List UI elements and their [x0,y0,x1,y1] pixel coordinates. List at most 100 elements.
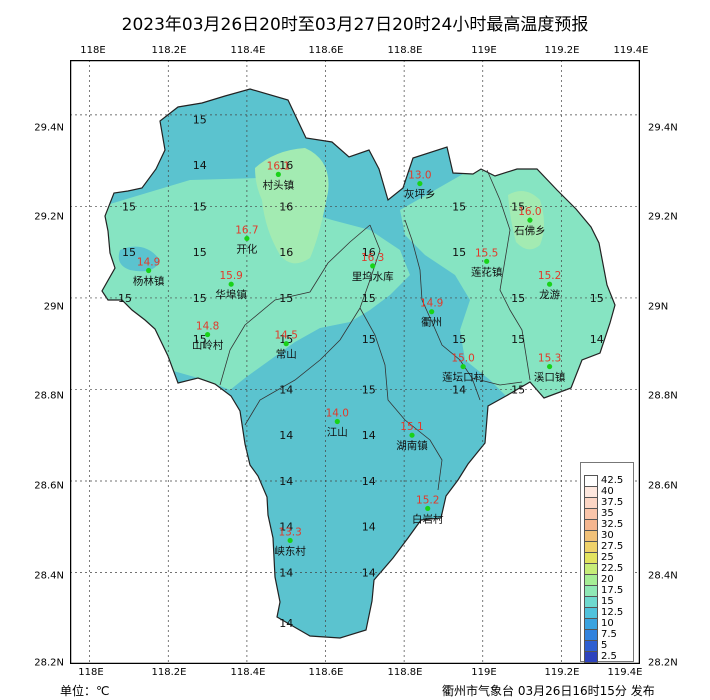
legend-label: 17.5 [601,585,624,596]
lon-tick-top: 118.2E [151,45,187,56]
lat-tick-right: 28.4N [648,570,678,582]
lat-tick-right: 29N [648,301,669,313]
isotherm-labels: 15 14 16 15 15 16 15 15 15 15 16 16 15 15 15 15 15 15 15 15… [118,113,604,629]
isotherm-label: 15 [118,292,132,305]
station-value: 14.9 [137,256,160,268]
boundary-longyou-south [471,377,523,386]
lon-tick-top: 119E [471,45,497,56]
station-marker [409,432,415,438]
legend-row: 20 [584,574,614,586]
station-name: 溪口镇 [534,371,566,384]
legend-label: 7.5 [601,629,617,640]
station-name: 里坞水库 [352,270,394,283]
temperature-zone-14-islet [118,246,160,272]
temperature-zone-16-east [508,191,544,250]
station-marker [204,331,211,338]
lat-tick-left: 29.4N [34,122,64,134]
station-value: 16.3 [361,252,384,264]
station-name: 山岭村 [192,339,224,352]
station-value: 15.5 [475,247,498,259]
isotherm-label: 14 [279,566,293,579]
isotherm-label: 14 [279,617,293,630]
lat-lon-grid [70,60,640,664]
lat-tick-right: 29.2N [648,211,678,223]
lat-tick-right: 28.6N [648,480,678,492]
lon-tick-top: 118.8E [387,45,423,56]
station-value: 14.8 [196,321,219,333]
lat-tick-left: 28.6N [34,480,64,492]
legend-label: 30 [601,530,614,541]
station-name: 莲坛口村 [442,371,484,384]
station-value: 15.1 [400,421,423,433]
station-value: 13.0 [408,170,431,182]
station-marker [370,263,376,269]
station-name: 衢州 [421,317,442,329]
station-marker [334,418,340,425]
station-marker [228,281,234,287]
station-name: 龙游 [539,288,561,301]
station-marker [546,363,553,370]
temperature-legend: 42.5 40 37.5 35 32.5 30 27.5 25 22.5 20 17.5 15 12.5… [580,462,634,663]
legend-label: 35 [601,508,614,519]
legend-row: 35 [584,508,614,520]
legend-label: 2.5 [601,651,617,662]
lon-tick-bottom: 118.8E [387,667,423,678]
isotherm-label: 16 [279,200,293,213]
legend-label: 5 [601,640,608,651]
isotherm-label: 15 [452,246,466,259]
station-marker [275,171,281,177]
legend-label: 27.5 [601,541,624,552]
isotherm-label: 16 [279,246,293,259]
station-marker [283,341,289,347]
station-value: 16.7 [235,224,258,236]
lat-tick-right: 28.8N [648,390,678,402]
station-name: 湖南镇 [396,439,428,452]
boundary-qujiang-east [404,219,481,401]
temperature-zone-15-east [400,165,615,420]
boundary-qujiang-west [359,307,443,491]
isotherm-label: 14 [193,159,207,172]
station-marker [244,235,250,242]
station-marker [546,281,553,287]
lon-tick-bottom: 119.4E [607,667,643,678]
temperature-zone-16-north [255,148,329,264]
isotherm-label: 15 [452,200,466,213]
isotherm-label: 15 [362,383,376,396]
legend-row: 30 [584,530,614,542]
lat-tick-left: 29.2N [34,211,64,223]
map-title: 2023年03月26日20时至03月27日20时24小时最高温度预报 [121,15,589,35]
isotherm-label: 15 [122,246,136,259]
isotherm-label: 14 [362,475,376,488]
isotherm-label: 15 [511,383,525,396]
isotherm-label: 15 [511,200,525,213]
lon-tick-bottom: 118.4E [230,667,266,678]
lat-tick-right: 28.2N [648,657,678,669]
station-name: 村头镇 [263,178,295,191]
station-name: 峡东村 [274,544,306,557]
isotherm-label: 15 [193,246,207,259]
station-marker [287,537,293,544]
station-marker [527,217,533,223]
isotherm-label: 15 [362,333,376,346]
isotherm-label: 16 [362,246,376,259]
lat-tick-left: 28.2N [34,657,64,669]
station-marker [146,267,152,274]
boundary-longyou [486,169,531,381]
station-value: 15.3 [538,353,561,365]
lon-tick-bottom: 118.6E [308,667,344,678]
station-name: 石佛乡 [514,224,546,237]
isotherm-label: 15 [193,292,207,305]
station-value: 15.2 [416,494,439,506]
station-value: 14.5 [275,330,298,342]
lon-tick-bottom: 118.2E [151,667,187,678]
lon-tick-bottom: 118E [78,667,104,678]
isotherm-label: 15 [452,333,466,346]
station-name: 白岩村 [412,512,444,525]
station-marker [460,363,466,370]
boundary-kaihua-changshan [219,224,371,386]
station-value: 14.9 [420,298,443,310]
isotherm-label: 15 [511,292,525,305]
station-name: 常山 [276,348,297,361]
station-name: 莲花镇 [471,265,503,278]
lon-tick-top: 118.6E [308,45,344,56]
